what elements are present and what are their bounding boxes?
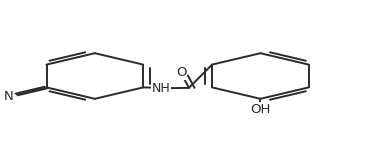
Text: O: O [176,66,186,79]
Text: NH: NH [152,82,170,95]
Text: N: N [3,90,13,103]
Text: OH: OH [250,103,270,116]
